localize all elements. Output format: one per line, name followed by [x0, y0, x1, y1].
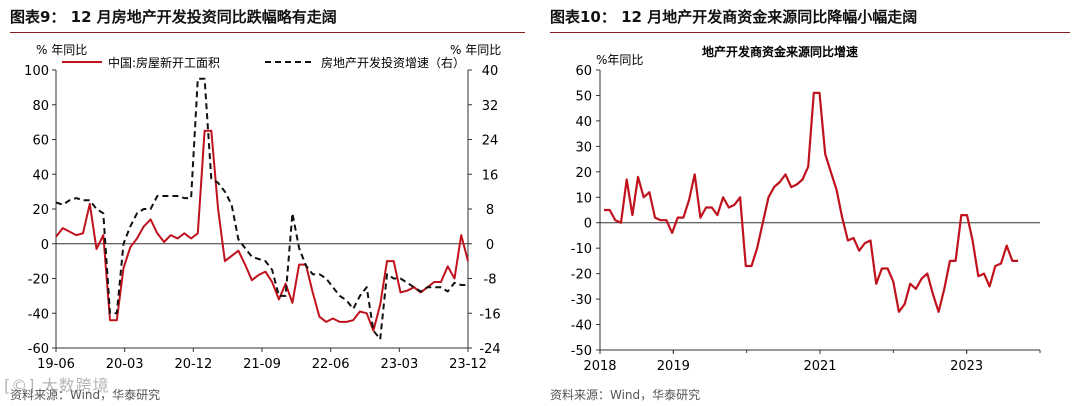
y-tick-label: 40 — [575, 115, 592, 130]
legend-label-new-construction: 中国:房屋新开工面积 — [108, 55, 220, 70]
left-source: 资料来源：Wind，华泰研究 — [10, 388, 161, 402]
series-investment-growth-line — [55, 77, 468, 341]
right-y-tick-label: 24 — [482, 134, 499, 149]
left-y-label: % 年同比 — [36, 43, 87, 57]
y-axis-label: %年同比 — [596, 53, 643, 67]
y-tick-label: 20 — [575, 166, 592, 181]
left-y-tick-label: 0 — [41, 238, 49, 253]
right-source: 资料来源：Wind，华泰研究 — [550, 388, 701, 402]
y-tick-label: -40 — [571, 319, 592, 334]
right-y-tick-label: -8 — [484, 273, 497, 288]
series-new-construction-line — [55, 129, 469, 332]
x-tick-label: 22-06 — [312, 357, 350, 372]
y-tick-label: -50 — [571, 344, 592, 359]
left-y-tick-label: -60 — [28, 342, 49, 357]
x-tick-label: 19-06 — [37, 357, 75, 372]
x-tick-label: 23-12 — [449, 357, 487, 372]
left-y-tick-label: 20 — [32, 203, 49, 218]
right-panel: 图表10： 12 月地产开发商资金来源同比降幅小幅走阔 地产开发商资金来源同比增… — [550, 0, 1075, 406]
y-tick-label: 60 — [575, 64, 592, 79]
legend-label-investment-growth: 房地产开发投资增速（右） — [321, 55, 465, 70]
left-chart: 100806040200-20-40-604032241680-8-16-24%… — [24, 43, 501, 372]
y-tick-label: 10 — [575, 191, 592, 206]
left-y-tick-label: -20 — [28, 273, 49, 288]
right-y-tick-label: -16 — [479, 307, 500, 322]
y-tick-label: -30 — [571, 293, 592, 308]
y-tick-label: 0 — [584, 217, 592, 232]
series-funding-source-line — [604, 91, 1018, 313]
right-y-tick-label: 8 — [486, 203, 494, 218]
right-y-tick-label: 40 — [482, 64, 499, 79]
left-y-tick-label: 80 — [32, 99, 49, 114]
right-y-label: % 年同比 — [450, 43, 501, 57]
x-tick-label: 23-03 — [380, 357, 418, 372]
y-tick-label: -20 — [571, 268, 592, 283]
x-tick-label: 20-12 — [174, 357, 212, 372]
y-tick-label: 30 — [575, 140, 592, 155]
left-y-tick-label: 40 — [32, 168, 49, 183]
right-panel-title: 图表10： 12 月地产开发商资金来源同比降幅小幅走阔 — [550, 8, 918, 26]
x-tick-label: 2019 — [657, 359, 690, 374]
right-y-tick-label: -24 — [479, 342, 500, 357]
right-y-tick-label: 32 — [482, 99, 499, 114]
left-panel-title: 图表9： 12 月房地产开发投资同比跌幅略有走阔 — [10, 8, 337, 26]
left-y-tick-label: -40 — [28, 307, 49, 322]
left-y-tick-label: 60 — [32, 134, 49, 149]
x-tick-label: 2018 — [583, 359, 616, 374]
right-title-rule — [550, 32, 1070, 33]
right-chart: 地产开发商资金来源同比增速 %年同比 60 50 40 30 20 10 0 -10 -20 -30 -… — [571, 44, 1041, 374]
x-tick-label: 21-09 — [243, 357, 281, 372]
left-title-rule — [10, 32, 525, 33]
left-panel: 图表9： 12 月房地产开发投资同比跌幅略有走阔 100 80 60 40 20 0 -20… — [10, 0, 530, 406]
chart-title: 地产开发商资金来源同比增速 — [702, 44, 858, 59]
right-y-tick-label: 0 — [486, 238, 494, 253]
y-tick-label: -10 — [571, 242, 592, 257]
x-tick-label: 20-03 — [106, 357, 144, 372]
left-y-tick-label: 100 — [24, 64, 49, 79]
x-tick-label: 2021 — [803, 359, 836, 374]
right-y-tick-label: 16 — [482, 168, 499, 183]
x-tick-label: 2023 — [950, 359, 983, 374]
watermark: [©] 大数跨境 — [4, 376, 110, 395]
y-tick-label: 50 — [575, 89, 592, 104]
